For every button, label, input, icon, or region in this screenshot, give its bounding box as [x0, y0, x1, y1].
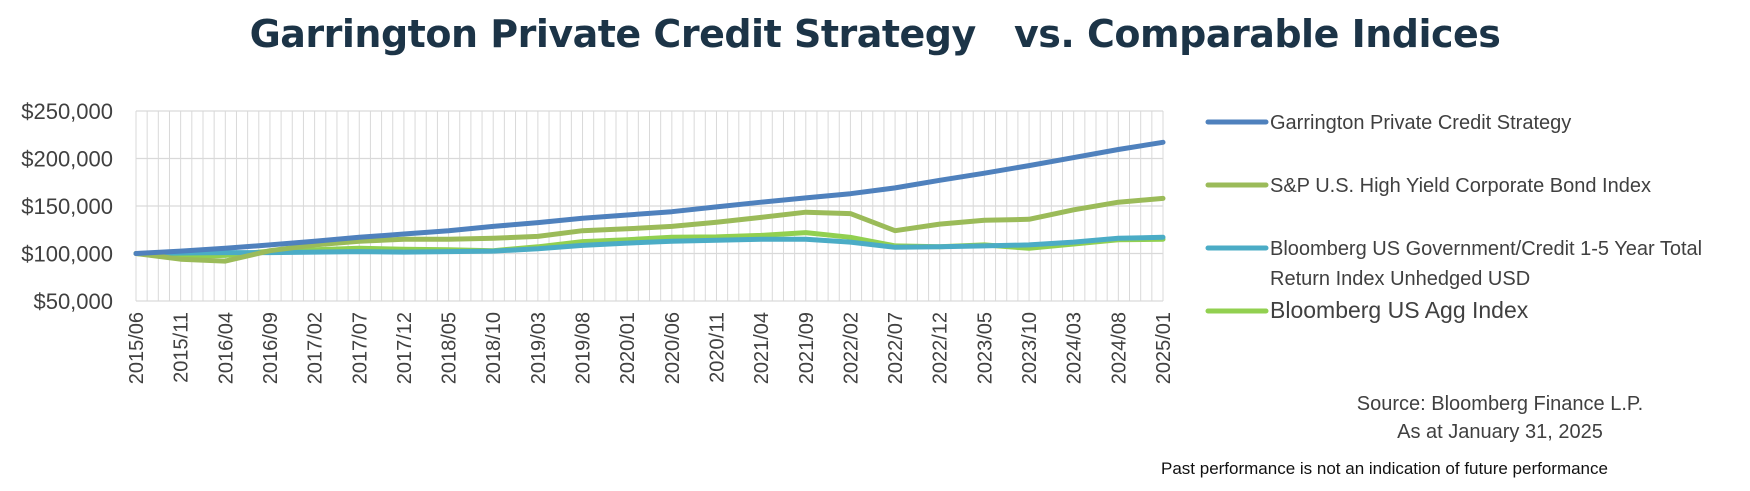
grid — [135, 110, 1164, 302]
series-line — [133, 139, 1166, 256]
x-tick-label: 2022/12 — [930, 312, 952, 384]
x-tick-label: 2018/10 — [483, 312, 505, 384]
x-tick-label: 2021/04 — [751, 312, 773, 384]
x-tick-label: 2020/06 — [662, 312, 684, 384]
chart-title: Garrington Private Credit Strategy vs. C… — [249, 12, 1501, 56]
x-tick-label: 2015/11 — [171, 312, 193, 383]
x-axis: 2015/06 2015/11 2016/04 2016/09 2017/02 2017/… — [126, 312, 1175, 384]
legend-label: Return Index Unhedged USD — [1270, 268, 1530, 290]
disclaimer: Past performance is not an indication of… — [1161, 459, 1608, 478]
y-tick-label: $250,000 — [21, 99, 113, 124]
x-tick-label: 2017/02 — [305, 312, 327, 384]
x-tick-label: 2023/05 — [974, 312, 996, 384]
x-tick-label: 2021/09 — [796, 312, 818, 384]
series-line — [133, 234, 1166, 256]
y-tick-label: $50,000 — [33, 289, 113, 314]
x-tick-label: 2017/07 — [349, 312, 371, 384]
legend-label: Bloomberg US Agg Index — [1270, 297, 1529, 323]
x-tick-label: 2017/12 — [394, 312, 416, 384]
y-tick-label: $100,000 — [21, 242, 113, 267]
x-tick-label: 2024/03 — [1064, 312, 1086, 384]
x-tick-label: 2018/05 — [439, 312, 461, 384]
x-tick-label: 2015/06 — [126, 312, 148, 384]
legend-label: Garrington Private Credit Strategy — [1270, 112, 1571, 134]
x-tick-label: 2020/01 — [617, 312, 639, 384]
legend: Garrington Private Credit Strategy S&P U.… — [1205, 112, 1702, 323]
source-line: Source: Bloomberg Finance L.P. — [1356, 393, 1644, 415]
x-tick-label: 2022/07 — [885, 312, 907, 384]
y-tick-label: $200,000 — [21, 147, 113, 172]
source-note: Source: Bloomberg Finance L.P. As at Jan… — [1290, 390, 1710, 446]
legend-label: Bloomberg US Government/Credit 1-5 Year … — [1270, 238, 1702, 260]
x-tick-label: 2020/11 — [706, 312, 728, 383]
x-tick-label: 2022/02 — [840, 312, 862, 384]
x-tick-label: 2023/10 — [1019, 312, 1041, 384]
x-tick-label: 2019/03 — [528, 312, 550, 384]
as-at-date: As at January 31, 2025 — [1397, 421, 1603, 443]
series-lines — [133, 139, 1166, 264]
series-line — [133, 195, 1166, 264]
y-axis: $250,000 $200,000 $150,000 $100,000 $50,000 — [21, 99, 113, 314]
x-tick-label: 2016/04 — [215, 312, 237, 384]
y-tick-label: $150,000 — [21, 194, 113, 219]
legend-label: S&P U.S. High Yield Corporate Bond Index — [1270, 175, 1651, 197]
x-tick-label: 2016/09 — [260, 312, 282, 384]
x-tick-label: 2024/08 — [1108, 312, 1130, 384]
x-tick-label: 2019/08 — [573, 312, 595, 384]
x-tick-label: 2025/01 — [1153, 312, 1175, 384]
